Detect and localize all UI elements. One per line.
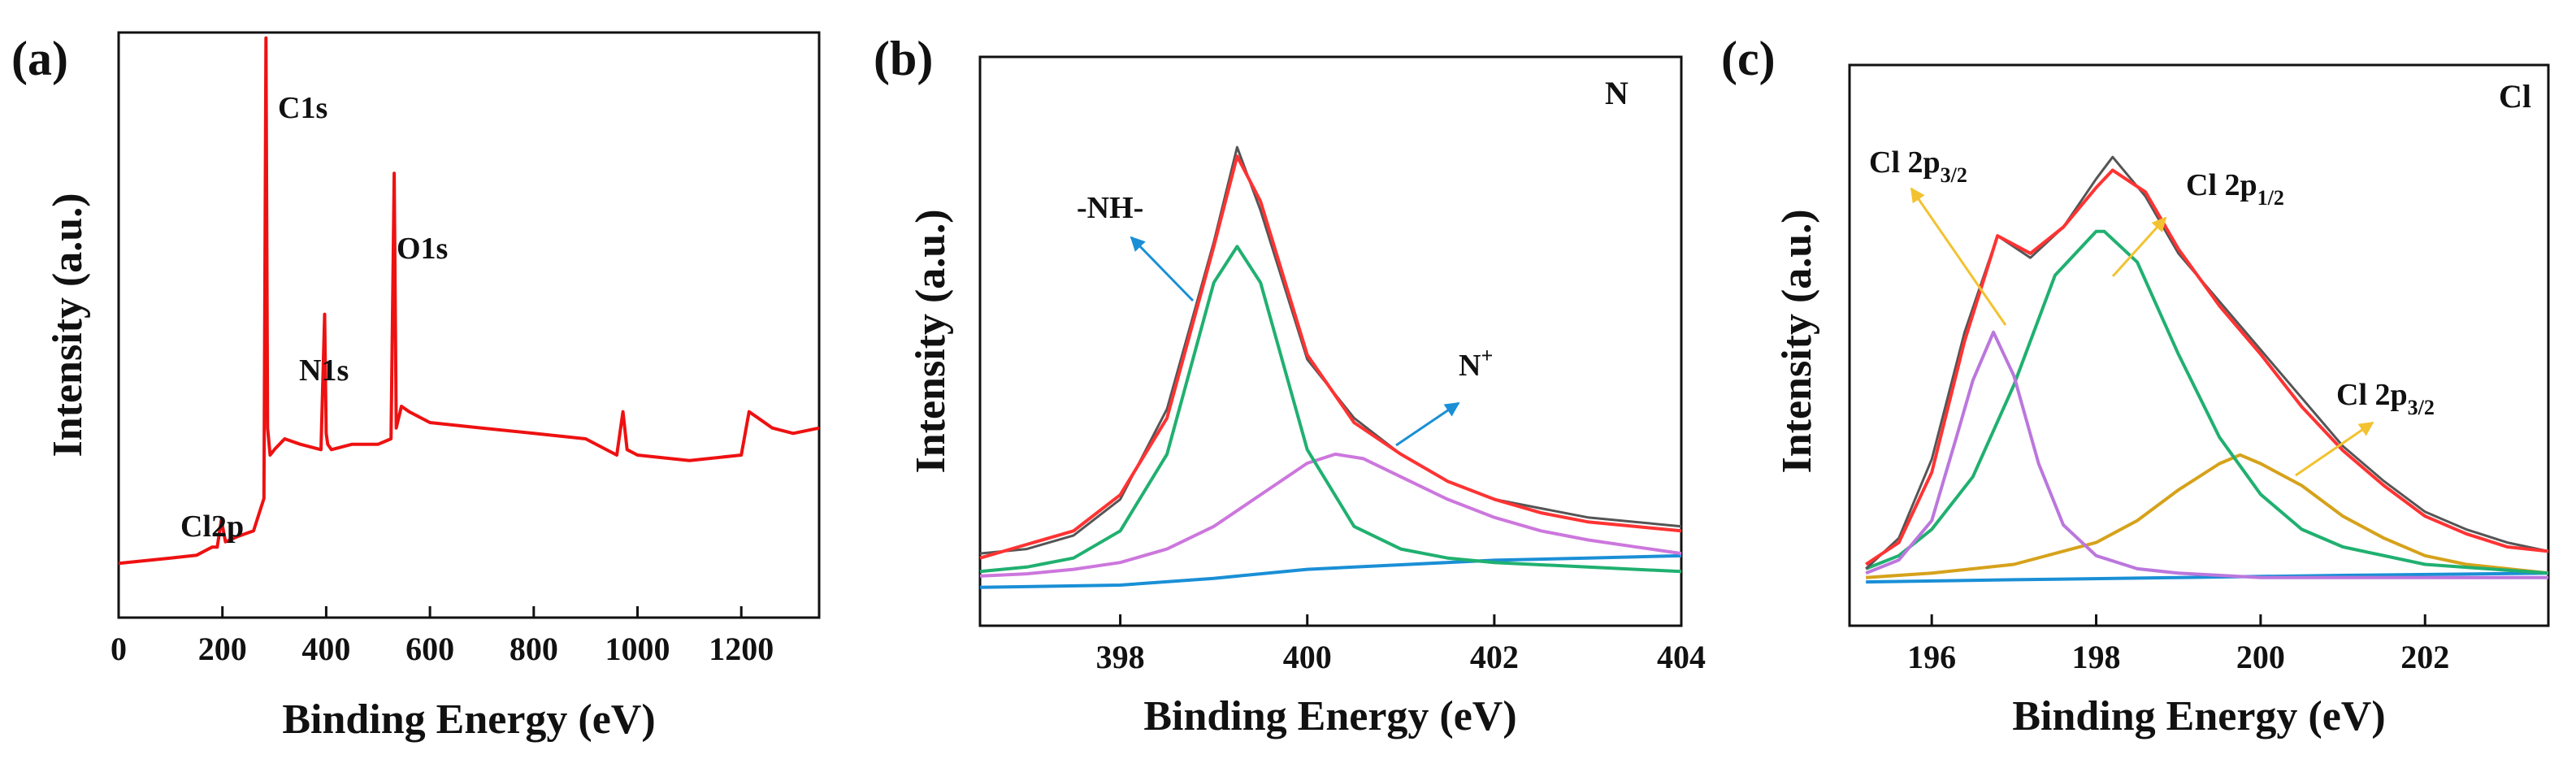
annotation-cl2p32-a: Cl 2p3/2 [1869, 145, 1967, 187]
y-axis-label-b: Intensity (a.u.) [908, 209, 954, 473]
x-tick-label-b-398: 398 [1096, 639, 1145, 675]
x-ticks-a: 0 200 400 600 800 1000 1200 [111, 606, 774, 667]
panel-a: (a) 0 200 400 600 800 1000 1200 Binding Energy… [11, 31, 821, 743]
x-axis-label-b: Binding Energy (eV) [1143, 693, 1516, 739]
arrow-nh [1130, 236, 1195, 302]
annotation-n1s: N1s [299, 353, 349, 388]
plot-frame-b [978, 55, 1683, 627]
panel-label-b: (b) [874, 32, 933, 85]
series-line-nh [979, 245, 1682, 574]
x-tick-label-c-198: 198 [2072, 639, 2121, 675]
arrow-cl2p32-b [2295, 421, 2374, 477]
x-tick-label-b-404: 404 [1657, 639, 1706, 675]
annotation-cl2p: Cl2p [180, 510, 244, 544]
element-label-n: N [1605, 75, 1628, 111]
x-tick-label-a-400: 400 [301, 631, 350, 667]
series-line-survey [118, 36, 820, 566]
series-line-cl2p32-a [1865, 330, 2548, 579]
y-axis-label-a: Intensity (a.u.) [45, 193, 91, 457]
panel-label-c: (c) [1721, 32, 1776, 85]
plot-frame-a [117, 31, 821, 619]
annotation-nh: -NH- [1077, 191, 1143, 225]
x-tick-label-a-600: 600 [405, 631, 454, 667]
element-label-cl: Cl [2499, 78, 2531, 115]
x-ticks-b: 398 400 402 404 [1096, 614, 1706, 675]
y-axis-label-c: Intensity (a.u.) [1774, 209, 1820, 473]
panel-b: (b) 398 400 402 404 N Binding Energy (eV) I… [874, 32, 1706, 739]
series-line-background-b [979, 553, 1682, 589]
series-line-cl2p32-b [1866, 453, 2549, 579]
x-tick-label-c-196: 196 [1907, 639, 1956, 675]
x-tick-label-a-800: 800 [510, 631, 558, 667]
x-ticks-c: 196 198 200 202 [1907, 614, 2449, 675]
x-tick-label-a-1000: 1000 [605, 631, 670, 667]
arrow-n-plus [1395, 401, 1460, 447]
panel-c: (c) 196 198 200 202 Cl Binding Energy (eV) … [1721, 32, 2550, 739]
plot-frame-c [1848, 63, 2550, 627]
series-line-raw-c [1865, 155, 2549, 570]
x-tick-label-c-202: 202 [2400, 639, 2449, 675]
arrow-cl2p12 [2111, 216, 2167, 278]
annotation-cl2p12: Cl 2p1/2 [2186, 168, 2284, 210]
series-line-envelope-c [1865, 168, 2549, 566]
x-tick-label-b-402: 402 [1470, 639, 1519, 675]
series-line-cl2p12 [1865, 229, 2549, 575]
annotation-n-plus: N+ [1459, 344, 1493, 383]
x-tick-label-a-200: 200 [198, 631, 247, 667]
series-line-n-plus [979, 452, 1682, 578]
annotation-c1s: C1s [278, 91, 327, 125]
series-line-raw-b [979, 145, 1682, 555]
x-axis-label-c: Binding Energy (eV) [2012, 693, 2385, 739]
x-axis-label-a: Binding Energy (eV) [282, 696, 655, 743]
x-tick-label-a-0: 0 [111, 631, 127, 667]
annotation-cl2p32-b: Cl 2p3/2 [2336, 378, 2435, 419]
x-tick-label-a-1200: 1200 [709, 631, 774, 667]
arrow-cl2p32-a [1910, 187, 2007, 326]
x-tick-label-c-200: 200 [2236, 639, 2285, 675]
x-tick-label-b-400: 400 [1283, 639, 1332, 675]
annotation-o1s: O1s [397, 232, 448, 266]
series-line-envelope-b [979, 154, 1682, 560]
series-line-background-c [1866, 571, 2549, 584]
panel-label-a: (a) [11, 32, 68, 85]
